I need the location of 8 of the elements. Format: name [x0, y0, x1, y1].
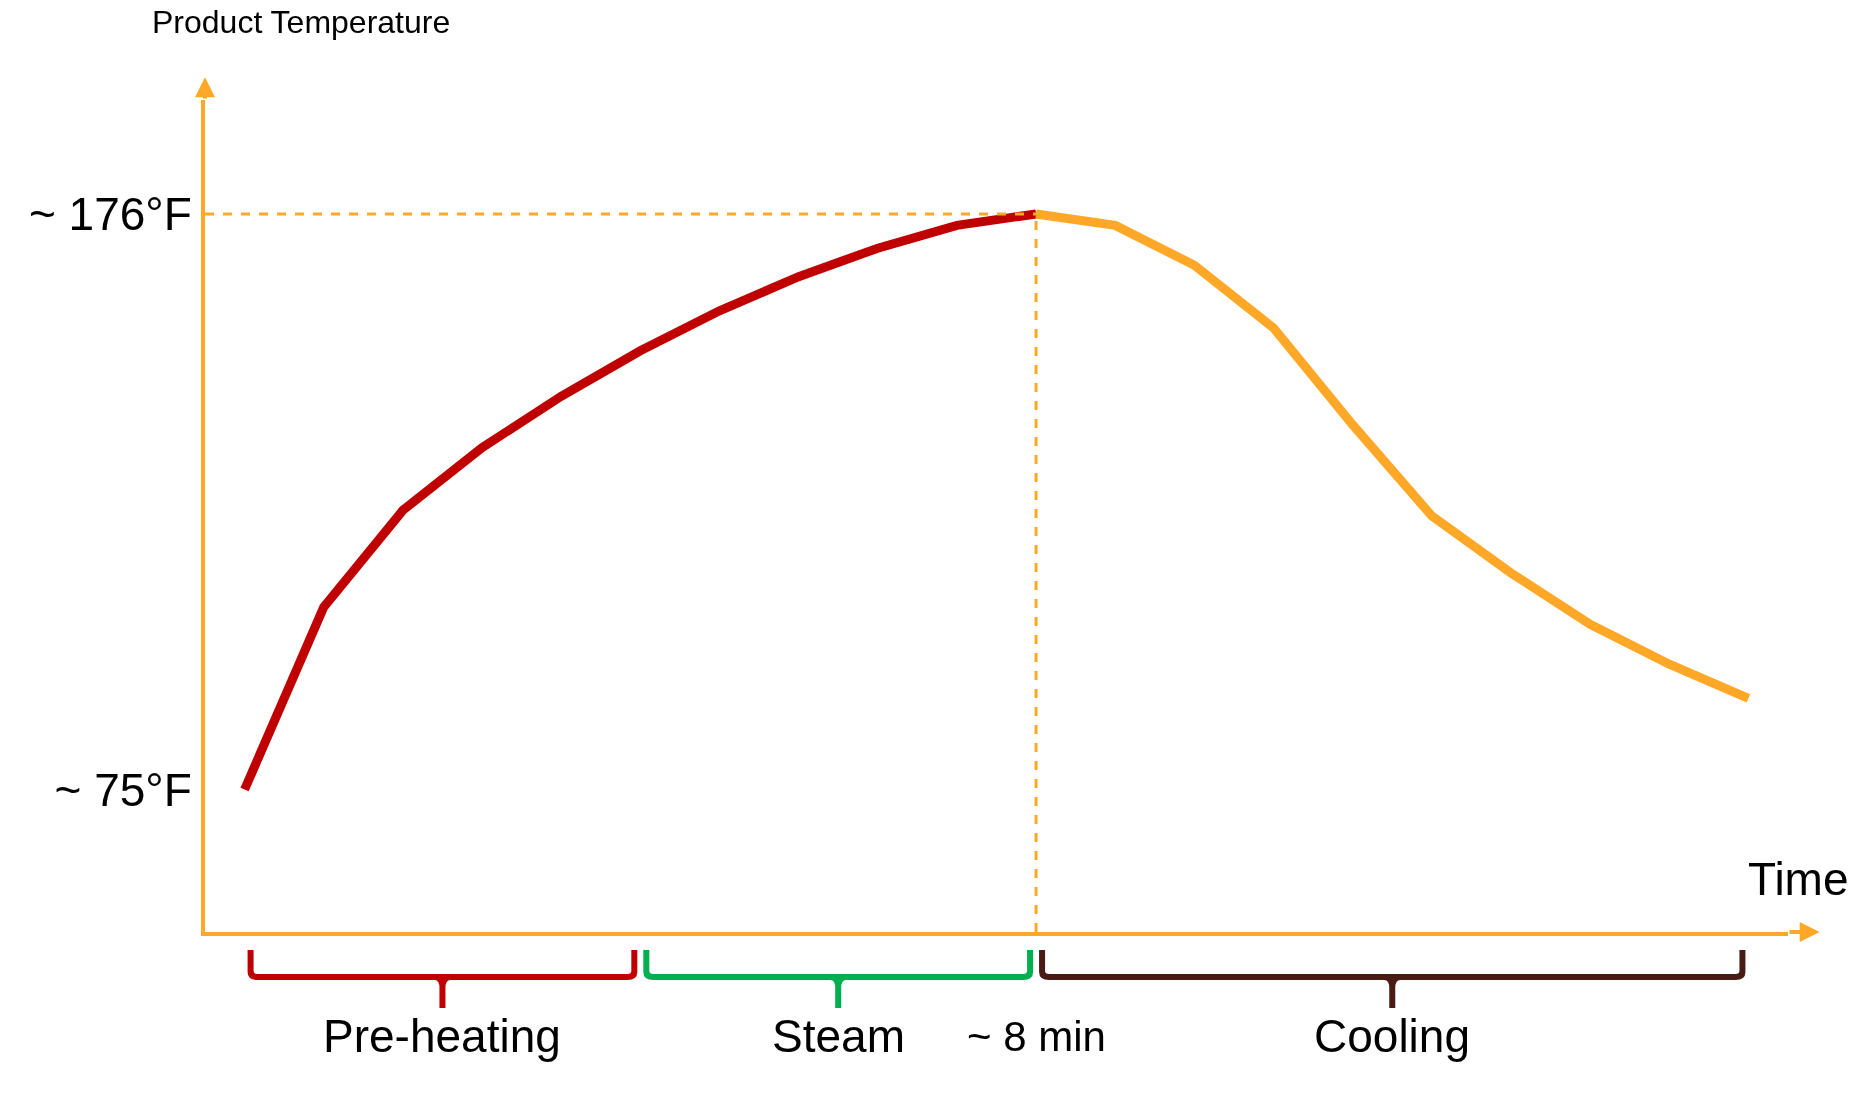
text: Pre-heating	[323, 1010, 561, 1062]
y-tick-label: ~ 176°F	[28, 188, 192, 241]
annotation: Time	[1748, 853, 1849, 905]
text: ~ 8 min	[967, 1013, 1106, 1060]
text: Cooling	[1314, 1010, 1470, 1062]
text: Steam	[772, 1010, 905, 1062]
y-tick-label: ~ 75°F	[54, 763, 192, 816]
y-axis-title: Product Temperature	[152, 4, 451, 40]
